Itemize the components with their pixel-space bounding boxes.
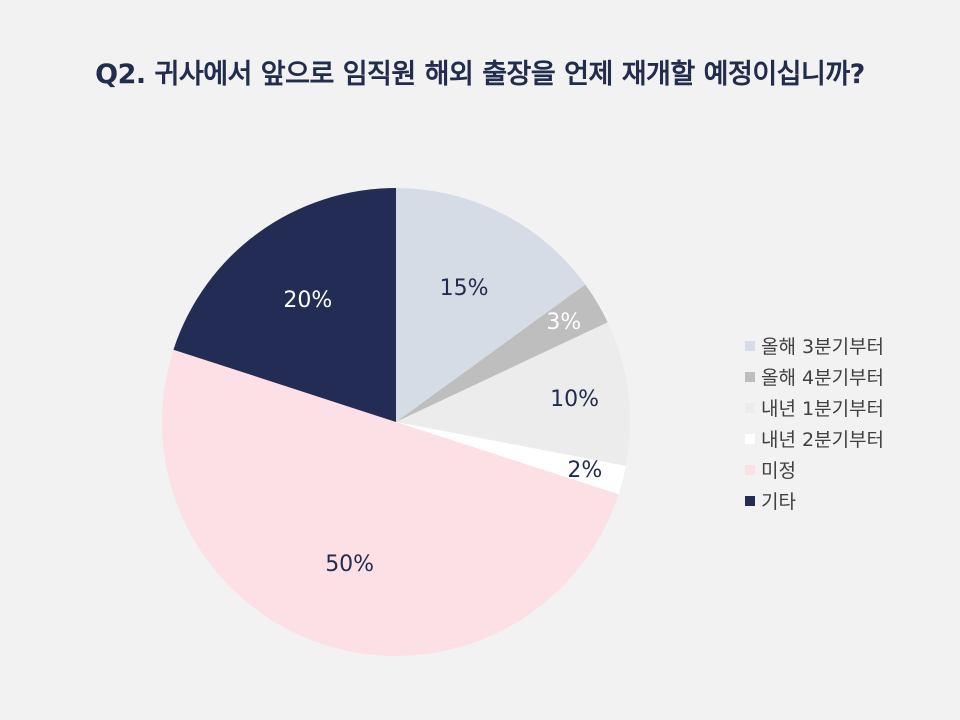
pie-data-label-2: 3% <box>546 310 581 335</box>
legend-item-1: 올해 3분기부터 <box>745 330 884 361</box>
pie-data-labels: 15% 3% 10% 2% 50% 20% <box>283 276 602 577</box>
legend-label: 내년 2분기부터 <box>761 429 885 451</box>
legend-item-5: 미정 <box>745 454 884 485</box>
legend-swatch <box>745 464 755 475</box>
chart-title: Q2. 귀사에서 앞으로 임직원 해외 출장을 언제 재개할 예정이십니까? <box>95 59 865 90</box>
pie-data-label-3: 10% <box>550 387 599 412</box>
legend-label: 올해 4분기부터 <box>761 367 885 389</box>
legend-item-2: 올해 4분기부터 <box>745 361 884 392</box>
pie-slice-3 <box>396 322 631 466</box>
legend-label: 기타 <box>761 491 796 513</box>
legend-swatch <box>745 433 755 444</box>
pie-data-label-4: 2% <box>567 458 602 483</box>
legend-item-4: 내년 2분기부터 <box>745 423 884 454</box>
pie-slice-4 <box>396 422 626 495</box>
legend-swatch <box>745 402 755 413</box>
legend-label: 내년 1분기부터 <box>761 398 885 420</box>
legend-swatch <box>745 340 755 351</box>
pie-slice-2 <box>396 284 608 422</box>
pie-slice-1 <box>396 188 586 422</box>
legend-item-3: 내년 1분기부터 <box>745 392 884 423</box>
legend-swatch <box>745 371 755 382</box>
pie-data-label-5: 50% <box>325 552 374 577</box>
pie-data-label-1: 15% <box>440 276 489 301</box>
pie-data-label-6: 20% <box>283 288 332 313</box>
legend-label: 미정 <box>761 460 796 482</box>
legend-swatch <box>745 495 755 506</box>
pie-slice-5 <box>161 349 619 656</box>
pie-slices <box>161 188 631 656</box>
legend-item-6: 기타 <box>745 485 884 516</box>
legend-label: 올해 3분기부터 <box>761 336 885 358</box>
pie-slice-6 <box>173 188 396 422</box>
